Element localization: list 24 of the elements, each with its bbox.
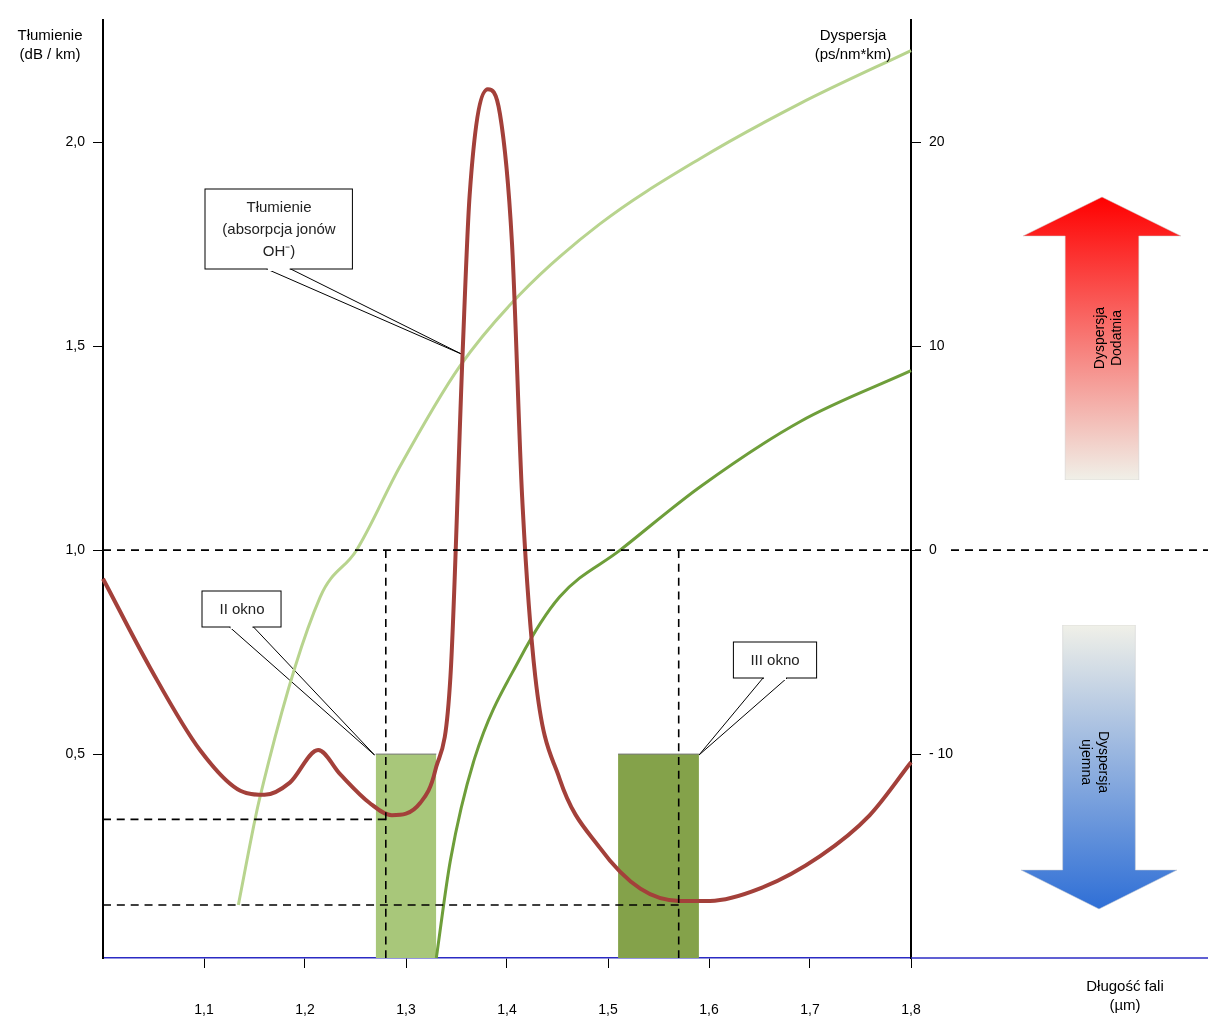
y2-tick-label: - 10 (929, 744, 954, 761)
annotation: Tłumienie (absorpcja jonów OH⁻) (222, 197, 336, 261)
y-axis-title: Tłumienie (dB / km) (17, 25, 83, 62)
x-tick-label: 1,4 (497, 1001, 517, 1018)
text: Dyspersja Dodatnia (1091, 306, 1125, 370)
x-tick-label: 1,2 (295, 1001, 315, 1018)
x-tick-label: 1,3 (396, 1001, 416, 1018)
y2-tick-label: 20 (929, 133, 945, 150)
y2-tick-label: 10 (929, 337, 945, 354)
y2-tick-label: 0 (929, 541, 937, 558)
text: Długość fali (µm) (1086, 976, 1164, 1014)
x-tick-label: 1,6 (699, 1001, 719, 1018)
text: Dyspersja ujemna (1078, 730, 1112, 794)
y-tick-label: 0,5 (65, 744, 86, 761)
y-tick-label: 2,0 (65, 133, 86, 150)
x-tick-label: 1,7 (800, 1001, 820, 1018)
x-tick-label: 1,5 (598, 1001, 618, 1018)
y-tick-label: 1,5 (65, 337, 86, 354)
annotation: III okno (750, 650, 800, 670)
x-tick-label: 1,1 (194, 1001, 214, 1018)
y2-axis-title: Dyspersja (ps/nm*km) (814, 25, 892, 62)
x-tick-label: 1,8 (901, 1001, 921, 1018)
annotation: II okno (219, 599, 265, 619)
y-tick-label: 1,0 (65, 541, 86, 558)
